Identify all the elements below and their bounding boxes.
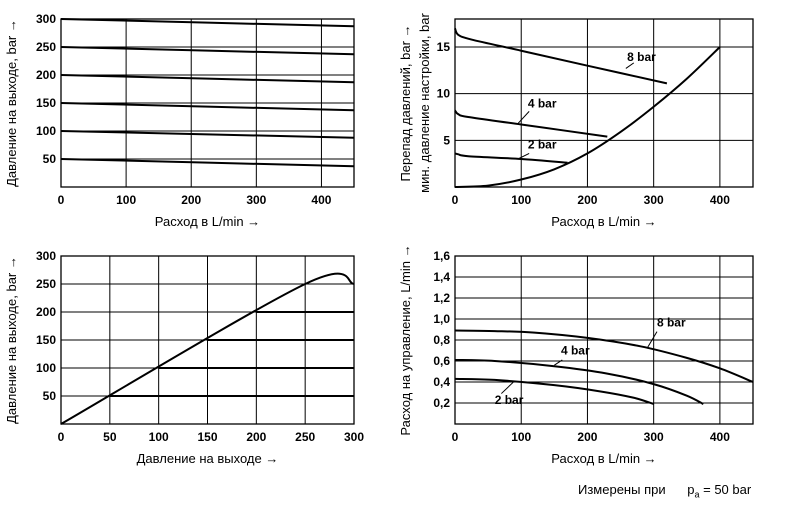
y-tick-label: 5 (443, 133, 450, 147)
x-tick-label: 200 (577, 430, 597, 444)
series-line-3 (454, 46, 721, 188)
y-tick-label: 100 (36, 361, 56, 375)
x-tick-label: 0 (58, 430, 65, 444)
chart-c2: 0 100 200 300 400 5 10 15 Расход в L/min → Перепа… (398, 12, 754, 229)
x-tick-label: 0 (58, 193, 65, 207)
x-tick-label: 400 (710, 430, 730, 444)
footnote-value: = 50 bar (703, 482, 752, 497)
y-axis-label: Давление на выходе, bar → (4, 19, 19, 187)
x-tick-label: 300 (344, 430, 364, 444)
y-tick-label: 200 (36, 305, 56, 319)
plot-frame (454, 255, 754, 425)
chart-c3: 0 50 100 150 200 250 300 50 100 150 200 250 300 Давле… (4, 249, 364, 466)
x-tick-label: 200 (181, 193, 201, 207)
x-axis-label: Расход в L/min → (551, 451, 656, 466)
y-tick-label: 250 (36, 277, 56, 291)
y-tick-label: 0,4 (433, 375, 450, 389)
series-line-1 (60, 130, 355, 139)
series-line-0 (60, 158, 355, 168)
x-tick-label: 200 (577, 193, 597, 207)
x-axis-label: Давление на выходе → (137, 451, 279, 466)
series-line-1 (454, 358, 704, 405)
footnote-text: Измерены при (578, 482, 666, 497)
footnote: Измерены при pa = 50 bar (578, 482, 751, 500)
y-tick-label: 15 (437, 40, 451, 54)
series-annotation: 8 bar (657, 315, 686, 329)
y-tick-label: 50 (43, 389, 57, 403)
annotation-leader (554, 359, 563, 366)
series-line-0 (454, 329, 754, 383)
footnote-p: p (687, 482, 695, 497)
x-axis-label: Расход в L/min → (551, 214, 656, 229)
annotation-leader (501, 380, 515, 394)
y-tick-label: 200 (36, 68, 56, 82)
footnote-symbol: pa (687, 482, 700, 500)
series-line-2 (454, 377, 654, 406)
series-annotation: 2 bar (495, 393, 524, 407)
x-tick-label: 100 (149, 430, 169, 444)
y-tick-label: 300 (36, 12, 56, 26)
series-annotation: 4 bar (561, 344, 590, 358)
series-line-3 (60, 74, 355, 84)
x-tick-label: 100 (116, 193, 136, 207)
series-line-0 (454, 27, 668, 85)
series-annotation: 4 bar (528, 97, 557, 111)
series-line-1 (454, 109, 608, 138)
y-tick-label: 150 (36, 333, 56, 347)
y-tick-label: 1,4 (433, 270, 450, 284)
x-tick-label: 0 (452, 430, 459, 444)
footnote-sub: a (694, 489, 700, 500)
y-tick-label: 0,2 (433, 396, 450, 410)
y-tick-label: 100 (36, 124, 56, 138)
x-tick-label: 300 (644, 430, 664, 444)
y-tick-label: 1,6 (433, 249, 450, 263)
annotation-leader (625, 62, 635, 69)
x-tick-label: 300 (246, 193, 266, 207)
chart-c1: 0 100 200 300 400 50 100 150 200 250 300 Расход в L… (4, 12, 355, 229)
annotation-leader (517, 152, 530, 160)
y-tick-label: 1,0 (433, 312, 450, 326)
x-tick-label: 200 (246, 430, 266, 444)
x-tick-label: 100 (511, 193, 531, 207)
x-tick-label: 50 (103, 430, 117, 444)
y-axis-label-2: мин. давление настройки, bar (417, 12, 432, 192)
series-line-5 (60, 18, 355, 28)
x-tick-label: 0 (452, 193, 459, 207)
annotation-leader (646, 331, 658, 349)
x-axis-label: Расход в L/min → (155, 214, 260, 229)
y-tick-label: 150 (36, 96, 56, 110)
y-tick-label: 250 (36, 40, 56, 54)
y-axis-label: Давление на выходе, bar → (4, 256, 19, 424)
y-tick-label: 10 (437, 87, 451, 101)
x-tick-label: 150 (197, 430, 217, 444)
y-tick-label: 300 (36, 249, 56, 263)
x-tick-label: 400 (311, 193, 331, 207)
y-tick-label: 1,2 (433, 291, 450, 305)
series-annotation: 8 bar (627, 50, 656, 64)
x-tick-label: 300 (644, 193, 664, 207)
y-axis-label: Перепад давлений, bar → (398, 24, 413, 181)
series-line-2 (454, 152, 568, 164)
x-tick-label: 100 (511, 430, 531, 444)
series-line-2 (60, 102, 355, 112)
x-tick-label: 250 (295, 430, 315, 444)
annotation-leader (517, 111, 530, 124)
y-axis-label: Расход на управление, L/min → (398, 244, 413, 435)
y-tick-label: 50 (43, 152, 57, 166)
chart-c4: 0 100 200 300 400 0,2 0,4 0,6 0,8 1,0 1,2 1,4 1,6 Рас… (398, 244, 754, 466)
series-line-0 (60, 272, 355, 425)
x-tick-label: 400 (710, 193, 730, 207)
series-line-4 (60, 46, 355, 56)
y-tick-label: 0,6 (433, 354, 450, 368)
plot-frame (454, 18, 754, 188)
y-tick-label: 0,8 (433, 333, 450, 347)
series-annotation: 2 bar (528, 138, 557, 152)
